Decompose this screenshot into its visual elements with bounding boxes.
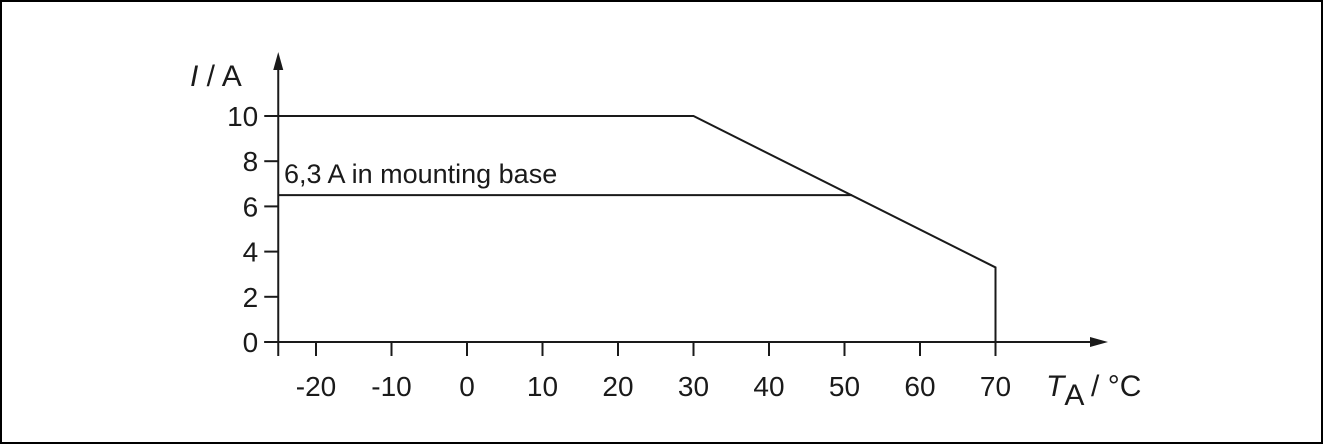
x-axis-arrow bbox=[1090, 337, 1108, 347]
x-tick-label: 0 bbox=[459, 371, 475, 402]
x-axis-label: TA / °C bbox=[1046, 370, 1141, 412]
x-tick-label: 70 bbox=[980, 371, 1011, 402]
y-tick-label: 8 bbox=[243, 146, 259, 177]
x-tick-label: -20 bbox=[296, 371, 336, 402]
x-axis-subscript: A bbox=[1064, 379, 1084, 412]
y-tick-label: 6 bbox=[243, 191, 259, 222]
y-axis-symbol: I bbox=[190, 60, 198, 93]
derating-curve-line bbox=[278, 115, 997, 342]
y-axis-label: I / A bbox=[190, 60, 242, 93]
x-tick-label: 60 bbox=[904, 371, 935, 402]
y-tick-label: 4 bbox=[243, 237, 259, 268]
x-axis-unit: / °C bbox=[1083, 370, 1142, 403]
series-group bbox=[278, 115, 997, 342]
x-tick-label: 30 bbox=[678, 371, 709, 402]
x-tick-label: -10 bbox=[371, 371, 411, 402]
y-tick-label: 10 bbox=[227, 101, 258, 132]
axes: 0 2 4 6 8 10 -20 -10 0 10 20 30 40 50 60 70 bbox=[227, 52, 1108, 402]
x-axis-symbol: T bbox=[1046, 370, 1067, 403]
x-tick-label: 50 bbox=[829, 371, 860, 402]
x-tick-label: 10 bbox=[527, 371, 558, 402]
x-tick-label: 40 bbox=[753, 371, 784, 402]
y-tick-label: 0 bbox=[243, 327, 259, 358]
y-axis-unit: / A bbox=[198, 60, 241, 93]
label-group: I / A TA / °C 6,3 A in mounting base bbox=[190, 60, 1141, 412]
y-tick-label: 2 bbox=[243, 282, 259, 313]
x-tick-label: 20 bbox=[602, 371, 633, 402]
annotation-text: 6,3 A in mounting base bbox=[284, 159, 557, 189]
y-axis-arrow bbox=[273, 52, 284, 70]
